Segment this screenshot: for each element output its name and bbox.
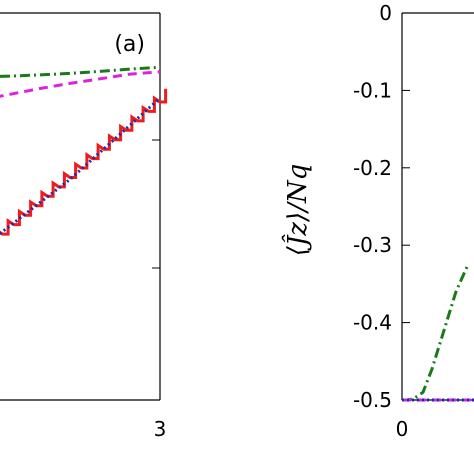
left-panel-series (0, 65, 168, 236)
right-panel-ytick-label: -0.2 (353, 156, 392, 180)
right-panel-xtick-label: 0 (396, 417, 409, 441)
right-series-green-dashdot (402, 263, 470, 402)
left-series-red-staircase (0, 88, 168, 236)
right-panel-ytick-label: 0 (379, 1, 392, 25)
left-series-green-dashdot (0, 65, 161, 78)
right-panel-ytick-label: -0.4 (353, 311, 392, 335)
left-panel-xtick-label: 3 (154, 417, 167, 441)
right-panel-ylabel: ⟨Ĵz⟩/Nq (281, 164, 313, 257)
left-series-magenta-dashed (0, 70, 161, 98)
right-panel-yticks: 0 -0.1 -0.2 -0.3 -0.4 -0.5 (353, 1, 410, 412)
right-panel-ytick-label: -0.1 (353, 78, 392, 102)
right-panel-series (402, 263, 474, 402)
right-panel-ytick-label: -0.3 (353, 233, 392, 257)
panel-label-a: (a) (114, 32, 145, 57)
right-panel-ytick-label: -0.5 (353, 388, 392, 412)
right-panel: 0 -0.1 -0.2 -0.3 -0.4 -0.5 0 ⟨Ĵz⟩/Nq (281, 1, 474, 441)
left-panel: 3 (a) (0, 12, 168, 441)
